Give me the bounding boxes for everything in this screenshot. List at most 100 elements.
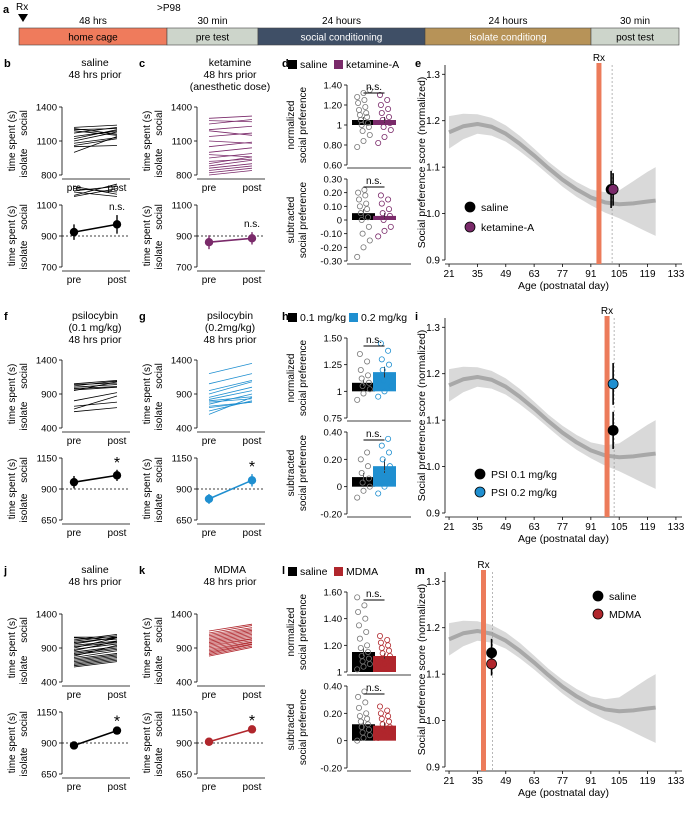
segment-bar: [590, 27, 680, 46]
data-point: [357, 456, 364, 463]
mean-point: [247, 476, 257, 485]
subject-line: [208, 645, 253, 656]
x-tick-label: post: [243, 183, 262, 194]
data-point: [366, 131, 373, 138]
data-point: [364, 463, 371, 470]
subject-line: [208, 373, 253, 385]
panel-title: 48 hrs prior: [68, 69, 122, 81]
x-tick-label: post: [108, 690, 127, 701]
data-point: [365, 124, 372, 131]
legend-marker: [474, 486, 486, 498]
data-point: [361, 186, 368, 193]
subject-line: [73, 659, 118, 667]
x-tick-label: pre: [67, 436, 82, 447]
subject-line: [208, 120, 253, 123]
subject-line: [73, 654, 118, 661]
data-point: [385, 435, 392, 442]
x-tick-label: 105: [611, 776, 628, 787]
data-point: [354, 666, 361, 673]
subject-line: [208, 401, 253, 408]
y-tick-label: -0.20: [320, 764, 342, 775]
data-point: [355, 107, 362, 114]
y-axis-title: subtracted: [286, 704, 297, 751]
y-tick-label: 400: [41, 424, 57, 435]
mean-point: [112, 220, 122, 229]
x-tick-label: pre: [67, 528, 82, 539]
y-tick-label: 1400: [36, 610, 57, 621]
y-tick-label: 900: [176, 390, 192, 401]
x-tick-label: 105: [611, 269, 628, 280]
y-axis-title: social preference: [298, 339, 309, 416]
subject-line: [208, 638, 253, 648]
subject-line: [208, 629, 253, 638]
data-point: [356, 203, 363, 210]
y-axis-title: social preference: [298, 434, 309, 511]
segment-duration: 30 min: [197, 16, 227, 27]
data-point: [355, 704, 362, 711]
rx-line: [604, 316, 610, 517]
subject-line: [73, 648, 118, 656]
data-point: [364, 649, 371, 656]
data-point: [366, 386, 373, 393]
data-point: [365, 379, 372, 386]
data-point: [355, 693, 362, 700]
y-tick-label: 1100: [172, 137, 192, 148]
data-point: [385, 647, 392, 654]
significance-annotation: *: [249, 459, 255, 476]
subject-line: [208, 115, 253, 119]
x-tick-label: 133: [668, 522, 685, 533]
x-axis-title: Age (postnatal day): [518, 533, 609, 545]
x-tick-label: 91: [585, 776, 597, 787]
x-tick-label: post: [108, 782, 127, 793]
y-tick-label: 1400: [171, 356, 192, 367]
y-tick-label: 0.9: [426, 763, 440, 774]
data-point: [379, 366, 386, 373]
data-point: [361, 97, 368, 104]
subject-line: [73, 185, 118, 195]
y-isolate-label: isolate: [19, 493, 30, 522]
mean-point: [69, 477, 79, 487]
data-point: [380, 124, 387, 131]
panel-title: 48 hrs prior: [203, 334, 257, 346]
data-point: [364, 642, 371, 649]
data-point: [381, 388, 388, 395]
subject-line: [208, 390, 253, 400]
panel-label: i: [415, 311, 418, 323]
panel-title: 48 hrs prior: [68, 576, 122, 588]
data-point: [379, 210, 386, 217]
y-tick-label: 0.40: [324, 682, 343, 693]
y-tick-label: 1.1: [426, 416, 440, 427]
subject-line: [208, 386, 253, 398]
data-point: [357, 645, 364, 652]
y-tick-label: 900: [41, 485, 57, 496]
data-point: [359, 230, 366, 237]
data-point: [380, 469, 387, 476]
y-tick-label: 0.20: [324, 709, 343, 720]
data-point: [358, 653, 365, 660]
x-tick-label: pre: [202, 782, 217, 793]
legend-swatch: [349, 313, 358, 322]
y-tick-label: 1: [337, 121, 342, 132]
y-isolate-label: isolate: [154, 747, 165, 776]
y-social-label: social: [19, 363, 30, 389]
confidence-band: [449, 366, 656, 489]
significance-annotation: *: [114, 455, 120, 472]
y-tick-label: 800: [41, 171, 57, 182]
panel-label: c: [139, 58, 145, 70]
y-tick-label: 1.3: [426, 323, 440, 334]
x-tick-label: post: [243, 436, 262, 447]
data-point: [378, 200, 385, 207]
x-tick-label: post: [243, 782, 262, 793]
y-tick-label: 900: [176, 644, 192, 655]
panel-label: d: [282, 58, 289, 70]
subject-line: [208, 165, 253, 171]
data-point: [356, 112, 363, 119]
y-isolate-label: isolate: [154, 240, 165, 269]
y-social-label: social: [19, 617, 30, 643]
segment-label: isolate conditiong: [469, 33, 546, 44]
x-tick-label: post: [243, 690, 262, 701]
y-axis-title: normalized: [286, 354, 297, 403]
panel-title: saline: [81, 564, 109, 576]
legend-swatch: [334, 567, 343, 576]
